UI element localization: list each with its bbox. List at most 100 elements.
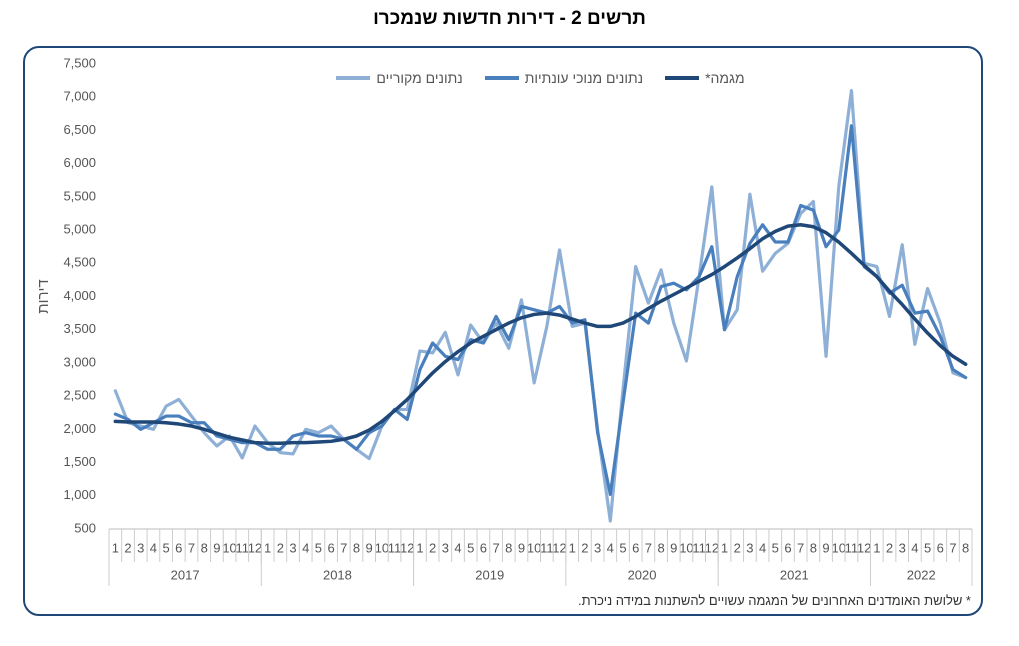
x-tick-label: 12 bbox=[248, 540, 262, 555]
year-label: 2021 bbox=[780, 567, 809, 582]
x-tick-label: 8 bbox=[810, 540, 817, 555]
x-tick-label: 1 bbox=[264, 540, 271, 555]
x-tick-label: 2 bbox=[581, 540, 588, 555]
x-tick-label: 5 bbox=[162, 540, 169, 555]
x-tick-label: 6 bbox=[632, 540, 639, 555]
y-tick-label: 3,500 bbox=[63, 321, 96, 336]
x-tick-label: 7 bbox=[188, 540, 195, 555]
x-tick-label: 12 bbox=[552, 540, 566, 555]
legend-swatch bbox=[336, 76, 371, 80]
footnote: * שלושת האומדנים האחרונים של המגמה עשויי… bbox=[578, 593, 971, 608]
y-axis-label: דירות bbox=[35, 279, 52, 313]
x-tick-label: 7 bbox=[492, 540, 499, 555]
x-tick-label: 10 bbox=[222, 540, 236, 555]
x-tick-label: 6 bbox=[480, 540, 487, 555]
x-tick-label: 6 bbox=[937, 540, 944, 555]
x-tick-label: 8 bbox=[657, 540, 664, 555]
year-label: 2019 bbox=[475, 567, 504, 582]
y-tick-label: 2,000 bbox=[63, 421, 96, 436]
y-tick-label: 6,000 bbox=[63, 155, 96, 170]
legend-label: נתונים מקוריים bbox=[376, 70, 463, 86]
x-tick-label: 4 bbox=[150, 540, 157, 555]
legend-item: מגמה* bbox=[665, 70, 745, 86]
x-tick-label: 2 bbox=[734, 540, 741, 555]
x-tick-label: 4 bbox=[759, 540, 766, 555]
x-tick-label: 12 bbox=[857, 540, 871, 555]
y-tick-label: 2,500 bbox=[63, 388, 96, 403]
x-tick-label: 4 bbox=[911, 540, 918, 555]
y-tick-label: 5,000 bbox=[63, 222, 96, 237]
x-tick-label: 5 bbox=[619, 540, 626, 555]
x-tick-label: 6 bbox=[175, 540, 182, 555]
y-tick-label: 1,000 bbox=[63, 487, 96, 502]
chart-title: תרשים 2 - דירות חדשות שנמכרו bbox=[373, 8, 646, 29]
legend-swatch bbox=[484, 76, 519, 80]
x-tick-label: 2 bbox=[429, 540, 436, 555]
x-tick-label: 3 bbox=[899, 540, 906, 555]
legend-swatch bbox=[665, 76, 700, 80]
x-tick-label: 10 bbox=[679, 540, 693, 555]
y-tick-label: 7,500 bbox=[63, 55, 96, 70]
x-tick-label: 9 bbox=[822, 540, 829, 555]
legend: נתונים מקוריים נתונים מנוכי עונתיות מגמה* bbox=[109, 70, 972, 86]
x-tick-label: 1 bbox=[569, 540, 576, 555]
legend-label: נתונים מנוכי עונתיות bbox=[524, 70, 644, 86]
x-tick-label: 1 bbox=[873, 540, 880, 555]
x-tick-label: 3 bbox=[137, 540, 144, 555]
x-tick-label: 3 bbox=[442, 540, 449, 555]
year-label: 2018 bbox=[323, 567, 352, 582]
x-tick-label: 11 bbox=[236, 540, 250, 555]
y-tick-label: 7,000 bbox=[63, 89, 96, 104]
x-tick-label: 10 bbox=[375, 540, 389, 555]
x-tick-label: 3 bbox=[746, 540, 753, 555]
x-tick-label: 11 bbox=[845, 540, 859, 555]
x-tick-label: 12 bbox=[705, 540, 719, 555]
year-label: 2017 bbox=[171, 567, 200, 582]
x-tick-label: 11 bbox=[388, 540, 402, 555]
x-tick-label: 3 bbox=[289, 540, 296, 555]
year-label: 2020 bbox=[628, 567, 657, 582]
x-tick-label: 7 bbox=[340, 540, 347, 555]
x-tick-label: 4 bbox=[454, 540, 461, 555]
x-tick-label: 1 bbox=[416, 540, 423, 555]
x-tick-label: 1 bbox=[112, 540, 119, 555]
x-tick-label: 5 bbox=[924, 540, 931, 555]
x-tick-label: 9 bbox=[518, 540, 525, 555]
x-tick-label: 5 bbox=[772, 540, 779, 555]
x-tick-label: 4 bbox=[607, 540, 614, 555]
x-tick-label: 4 bbox=[302, 540, 309, 555]
legend-item: נתונים מקוריים bbox=[336, 70, 463, 86]
y-tick-label: 500 bbox=[74, 520, 96, 535]
y-tick-label: 5,500 bbox=[63, 188, 96, 203]
series-line bbox=[113, 88, 968, 523]
x-tick-label: 8 bbox=[201, 540, 208, 555]
x-tick-label: 8 bbox=[353, 540, 360, 555]
x-tick-label: 10 bbox=[527, 540, 541, 555]
x-tick-label: 2 bbox=[886, 540, 893, 555]
chart-frame bbox=[23, 46, 983, 616]
x-tick-label: 6 bbox=[327, 540, 334, 555]
y-tick-label: 6,500 bbox=[63, 122, 96, 137]
series-line bbox=[113, 223, 968, 446]
x-tick-label: 7 bbox=[645, 540, 652, 555]
x-tick-label: 11 bbox=[692, 540, 706, 555]
x-tick-label: 2 bbox=[124, 540, 131, 555]
x-tick-label: 1 bbox=[721, 540, 728, 555]
x-tick-label: 9 bbox=[366, 540, 373, 555]
x-tick-label: 3 bbox=[594, 540, 601, 555]
x-tick-label: 7 bbox=[949, 540, 956, 555]
x-tick-label: 7 bbox=[797, 540, 804, 555]
x-tick-label: 10 bbox=[832, 540, 846, 555]
y-tick-label: 3,000 bbox=[63, 354, 96, 369]
y-tick-label: 1,500 bbox=[63, 454, 96, 469]
x-tick-label: 2 bbox=[277, 540, 284, 555]
x-tick-label: 12 bbox=[400, 540, 414, 555]
x-tick-label: 11 bbox=[540, 540, 554, 555]
x-tick-label: 9 bbox=[213, 540, 220, 555]
x-tick-label: 8 bbox=[962, 540, 969, 555]
legend-label: מגמה* bbox=[705, 70, 745, 86]
x-tick-label: 6 bbox=[784, 540, 791, 555]
x-tick-label: 9 bbox=[670, 540, 677, 555]
